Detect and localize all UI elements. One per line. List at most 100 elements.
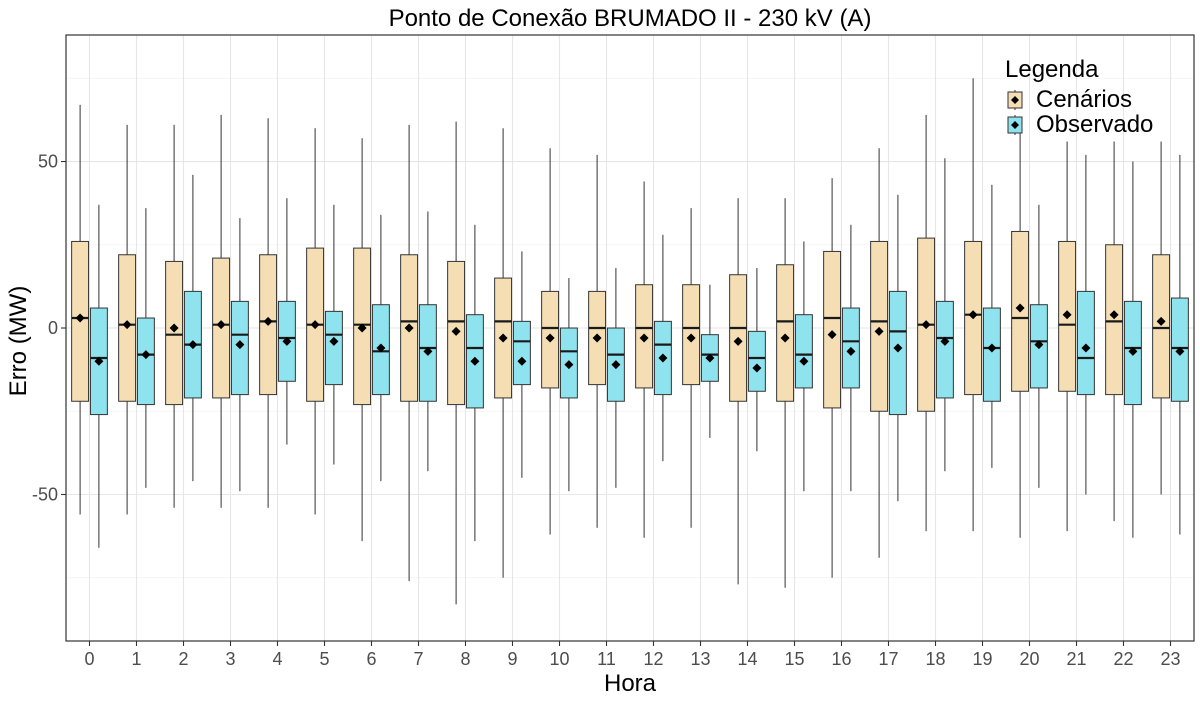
mean-marker xyxy=(517,356,527,366)
box-cenarios xyxy=(823,178,842,578)
x-tick-label: 19 xyxy=(972,649,992,669)
box-body xyxy=(982,307,1001,402)
box-cenarios xyxy=(588,154,607,528)
box-body xyxy=(1152,254,1171,399)
x-tick-label: 13 xyxy=(690,649,710,669)
box-cenarios xyxy=(165,124,184,508)
box-body xyxy=(747,330,766,392)
x-tick-label: 9 xyxy=(507,649,517,669)
mean-marker xyxy=(1156,316,1166,326)
mean-marker xyxy=(846,346,856,356)
mean-marker xyxy=(874,326,884,336)
box-observado xyxy=(1029,204,1048,488)
x-tick-label: 23 xyxy=(1160,649,1180,669)
x-tick-label: 22 xyxy=(1113,649,1133,669)
box-observado xyxy=(277,198,296,445)
box-observado xyxy=(606,268,625,488)
mean-marker xyxy=(263,316,273,326)
mean-marker xyxy=(545,333,555,343)
box-cenarios xyxy=(1058,141,1077,532)
box-observado xyxy=(982,184,1001,468)
x-tick-label: 7 xyxy=(413,649,423,669)
mean-marker xyxy=(940,336,950,346)
box-series xyxy=(71,78,1189,605)
box-cenarios xyxy=(306,128,325,515)
box-observado xyxy=(1123,161,1142,538)
mean-marker xyxy=(1062,310,1072,320)
box-body xyxy=(1105,244,1124,396)
mean-marker xyxy=(451,326,461,336)
mean-marker xyxy=(780,333,790,343)
mean-marker xyxy=(169,323,179,333)
mean-marker xyxy=(141,350,151,360)
x-tick-label: 11 xyxy=(597,649,616,669)
y-tick-label: -50 xyxy=(32,484,58,504)
box-observado xyxy=(794,241,813,492)
box-observado xyxy=(888,194,907,502)
x-tick-label: 5 xyxy=(319,649,329,669)
x-tick-label: 6 xyxy=(366,649,376,669)
mean-marker xyxy=(1015,303,1025,313)
mean-marker xyxy=(75,313,85,323)
x-tick-label: 12 xyxy=(643,649,663,669)
mean-marker xyxy=(216,320,226,330)
mean-marker xyxy=(987,343,997,353)
box-cenarios xyxy=(1105,141,1124,522)
box-body xyxy=(935,300,954,399)
y-tick-label: 50 xyxy=(38,152,58,172)
x-tick-label: 20 xyxy=(1019,649,1039,669)
box-body xyxy=(136,317,155,406)
x-tick-label: 17 xyxy=(878,649,898,669)
x-tick-label: 15 xyxy=(784,649,804,669)
box-observado xyxy=(747,268,766,452)
box-body xyxy=(888,290,907,416)
mean-marker xyxy=(470,356,480,366)
x-tick-label: 1 xyxy=(131,649,141,669)
box-observado xyxy=(559,278,578,492)
mean-marker xyxy=(329,336,339,346)
mean-marker xyxy=(564,360,574,370)
box-cenarios xyxy=(1011,121,1030,538)
mean-marker xyxy=(1128,346,1138,356)
box-cenarios xyxy=(917,114,936,532)
box-observado xyxy=(324,204,343,465)
box-body xyxy=(823,250,842,409)
box-observado xyxy=(371,214,390,482)
x-tick-label: 18 xyxy=(925,649,945,669)
mean-marker xyxy=(686,333,696,343)
y-tick-label: 0 xyxy=(48,318,58,338)
x-tick-label: 14 xyxy=(737,649,757,669)
box-observado xyxy=(653,234,672,462)
mean-marker xyxy=(357,323,367,333)
box-body xyxy=(776,264,795,402)
mean-marker xyxy=(1175,346,1185,356)
mean-marker xyxy=(592,333,602,343)
legend-key-mean-marker xyxy=(1011,121,1019,129)
box-observado xyxy=(512,251,531,478)
box-cenarios xyxy=(1152,141,1171,495)
mean-marker xyxy=(498,333,508,343)
box-cenarios xyxy=(353,138,372,542)
mean-marker xyxy=(1034,340,1044,350)
x-tick-label: 2 xyxy=(178,649,188,669)
box-observado xyxy=(935,158,954,472)
mean-marker xyxy=(188,340,198,350)
x-tick-label: 21 xyxy=(1066,649,1086,669)
mean-marker xyxy=(310,320,320,330)
legend-key-mean-marker xyxy=(1011,96,1019,104)
x-tick-label: 3 xyxy=(225,649,235,669)
mean-marker xyxy=(1109,310,1119,320)
mean-marker xyxy=(968,310,978,320)
mean-marker xyxy=(1081,343,1091,353)
box-cenarios xyxy=(400,124,419,582)
box-cenarios xyxy=(447,121,466,605)
box-cenarios xyxy=(71,104,90,515)
x-tick-label: 16 xyxy=(831,649,851,669)
box-cenarios xyxy=(776,198,795,588)
grid xyxy=(66,35,1194,641)
box-body xyxy=(870,240,889,412)
